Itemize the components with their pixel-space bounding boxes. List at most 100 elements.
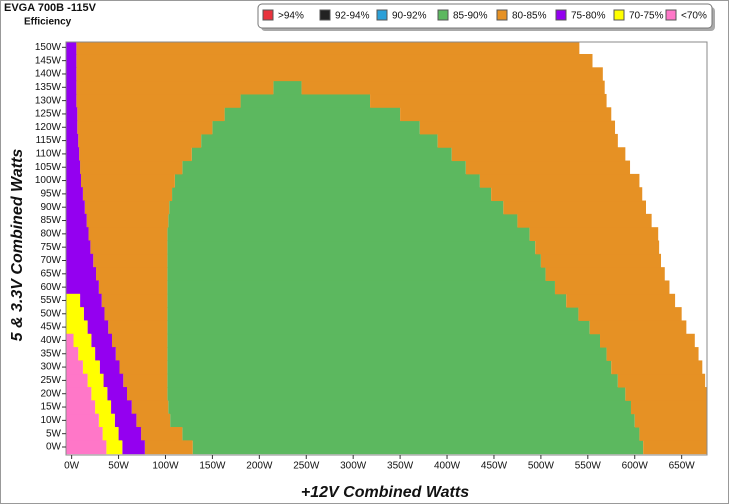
legend-label: 70-75% [629,11,664,22]
y-tick-label: 30W [40,362,61,373]
y-tick-label: 85W [40,215,61,226]
efficiency-band [81,173,175,188]
efficiency-band [66,347,79,361]
legend-swatch [262,9,274,21]
x-tick-label: 200W [246,461,273,472]
efficiency-band [66,107,78,122]
y-tick-label: 45W [40,322,61,333]
efficiency-band [141,427,183,441]
efficiency-band [182,160,466,175]
efficiency-band [66,200,85,215]
y-tick-label: 95W [40,189,61,200]
x-tick-label: 100W [152,461,179,472]
efficiency-band [83,307,105,321]
x-tick-label: 350W [387,461,414,472]
efficiency-band [66,360,83,375]
efficiency-band [167,360,612,375]
efficiency-band [192,440,644,455]
efficiency-band [273,80,302,95]
efficiency-band [212,120,420,135]
efficiency-band [93,253,168,268]
efficiency-band [104,307,168,321]
efficiency-band [419,120,616,135]
efficiency-band [167,293,567,308]
efficiency-band [66,307,84,321]
efficiency-band [66,133,79,148]
efficiency-band [168,213,518,228]
efficiency-band [503,200,646,215]
efficiency-band [98,413,115,428]
efficiency-band [123,373,168,388]
efficiency-band [554,280,670,295]
legend-label: 92-94% [335,11,370,22]
efficiency-band [91,333,112,348]
efficiency-band [589,320,687,335]
efficiency-band [167,373,618,388]
y-tick-label: 80W [40,228,61,239]
y-tick-label: 65W [40,268,61,279]
efficiency-band [78,133,202,148]
efficiency-band [77,107,225,122]
efficiency-band [90,240,168,255]
efficiency-band [86,213,169,228]
y-tick-label: 100W [35,175,62,186]
efficiency-band [76,53,593,68]
legend-swatch [665,9,677,21]
efficiency-band [76,93,241,108]
efficiency-band [437,133,618,148]
efficiency-band [240,93,371,108]
efficiency-band [99,360,120,375]
efficiency-band [167,387,626,401]
efficiency-band [66,293,81,308]
efficiency-band [625,387,707,401]
x-tick-label: 550W [575,461,602,472]
efficiency-band [535,240,660,255]
x-tick-label: 450W [481,461,508,472]
y-tick-label: 5W [46,428,62,439]
efficiency-band [77,120,213,135]
efficiency-band [66,93,77,108]
efficiency-band [529,227,659,242]
efficiency-band [78,347,96,361]
efficiency-band [630,400,707,415]
x-tick-label: 500W [528,461,555,472]
x-tick-label: 300W [340,461,367,472]
efficiency-band [465,160,631,175]
efficiency-band [115,347,168,361]
efficiency-band [98,280,168,295]
efficiency-band [517,213,652,228]
x-axis-title: +12V Combined Watts [301,484,469,501]
legend [257,3,713,29]
efficiency-band [182,427,640,441]
efficiency-band [174,173,480,188]
efficiency-band [66,187,83,202]
efficiency-band [103,373,124,388]
efficiency-band [66,120,78,135]
efficiency-band [224,107,401,122]
efficiency-band [131,400,169,415]
efficiency-band [66,280,99,295]
efficiency-band [566,293,676,308]
legend-label: 80-85% [512,11,547,22]
x-tick-label: 600W [622,461,649,472]
y-tick-label: 20W [40,388,61,399]
efficiency-band [167,333,601,348]
y-tick-label: 120W [35,122,62,133]
legend-swatch [613,9,625,21]
x-tick-label: 150W [199,461,226,472]
efficiency-band [80,160,183,175]
y-tick-label: 150W [35,42,62,53]
efficiency-band [101,293,168,308]
efficiency-band [301,80,605,95]
y-tick-label: 35W [40,348,61,359]
efficiency-band [451,147,626,162]
efficiency-band [73,333,92,348]
y-tick-label: 110W [36,149,62,160]
chart-title: EVGA 700B -115V [4,2,97,14]
efficiency-band [201,133,438,148]
efficiency-band [66,333,74,348]
plot-area [66,42,707,455]
legend-label: <70% [681,11,707,22]
efficiency-band [76,42,580,55]
